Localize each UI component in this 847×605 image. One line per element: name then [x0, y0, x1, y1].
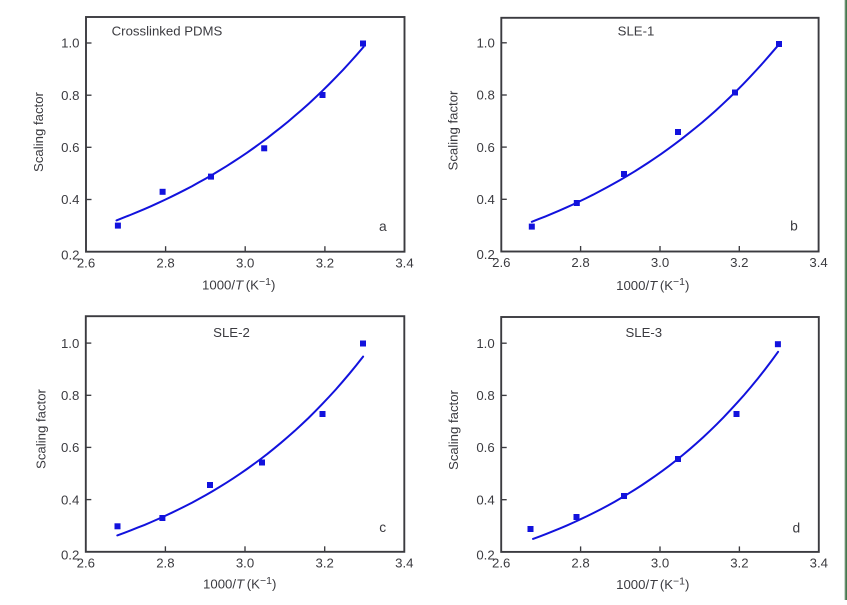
svg-text:1.0: 1.0 — [61, 36, 79, 51]
svg-text:2.8: 2.8 — [571, 556, 589, 571]
svg-text:3.4: 3.4 — [395, 255, 413, 270]
svg-text:1.0: 1.0 — [476, 336, 494, 351]
svg-text:Scaling factor: Scaling factor — [446, 90, 461, 171]
svg-text:Scaling factor: Scaling factor — [446, 389, 461, 470]
svg-text:3.0: 3.0 — [651, 255, 669, 270]
svg-text:0.4: 0.4 — [476, 192, 494, 207]
svg-text:2.8: 2.8 — [156, 255, 174, 270]
svg-text:1000/T (K−1): 1000/T (K−1) — [202, 276, 275, 293]
svg-text:SLE-3: SLE-3 — [625, 325, 662, 340]
svg-text:3.0: 3.0 — [651, 556, 669, 571]
svg-text:Scaling factor: Scaling factor — [31, 91, 46, 172]
svg-text:1.0: 1.0 — [476, 36, 494, 51]
svg-text:3.4: 3.4 — [810, 556, 828, 571]
svg-text:3.2: 3.2 — [730, 556, 748, 571]
svg-text:1.0: 1.0 — [61, 336, 79, 351]
svg-text:0.2: 0.2 — [476, 548, 494, 563]
svg-text:0.6: 0.6 — [61, 140, 79, 155]
svg-text:SLE-1: SLE-1 — [618, 24, 655, 39]
svg-text:2.6: 2.6 — [492, 255, 510, 270]
svg-text:1000/T (K−1): 1000/T (K−1) — [616, 575, 689, 592]
svg-text:3.0: 3.0 — [236, 555, 254, 570]
svg-text:2.8: 2.8 — [156, 555, 174, 570]
svg-text:c: c — [379, 520, 386, 535]
svg-text:0.8: 0.8 — [476, 88, 494, 103]
svg-text:2.6: 2.6 — [492, 556, 510, 571]
svg-text:0.4: 0.4 — [61, 192, 79, 207]
svg-text:0.2: 0.2 — [476, 247, 494, 262]
svg-text:3.2: 3.2 — [316, 255, 334, 270]
svg-text:3.2: 3.2 — [316, 555, 334, 570]
svg-text:d: d — [792, 521, 800, 536]
svg-text:SLE-2: SLE-2 — [213, 325, 250, 340]
svg-text:0.8: 0.8 — [61, 88, 79, 103]
svg-text:0.2: 0.2 — [61, 548, 79, 563]
svg-text:2.6: 2.6 — [77, 555, 95, 570]
svg-text:0.6: 0.6 — [476, 440, 494, 455]
svg-text:1000/T (K−1): 1000/T (K−1) — [616, 276, 689, 293]
svg-text:1000/T (K−1): 1000/T (K−1) — [203, 575, 276, 592]
svg-text:0.4: 0.4 — [61, 492, 79, 507]
svg-text:0.6: 0.6 — [61, 440, 79, 455]
svg-text:0.8: 0.8 — [476, 388, 494, 403]
svg-text:b: b — [790, 219, 798, 234]
svg-text:0.6: 0.6 — [476, 140, 494, 155]
svg-text:Crosslinked PDMS: Crosslinked PDMS — [112, 24, 223, 39]
svg-text:2.6: 2.6 — [77, 255, 95, 270]
svg-text:3.4: 3.4 — [395, 555, 413, 570]
svg-text:0.2: 0.2 — [61, 247, 79, 262]
svg-text:3.4: 3.4 — [809, 255, 827, 270]
svg-text:3.0: 3.0 — [236, 255, 254, 270]
svg-text:0.4: 0.4 — [476, 492, 494, 507]
svg-text:a: a — [379, 219, 387, 234]
svg-text:0.8: 0.8 — [61, 388, 79, 403]
svg-text:Scaling factor: Scaling factor — [34, 388, 49, 469]
svg-text:3.2: 3.2 — [730, 255, 748, 270]
svg-text:2.8: 2.8 — [571, 255, 589, 270]
